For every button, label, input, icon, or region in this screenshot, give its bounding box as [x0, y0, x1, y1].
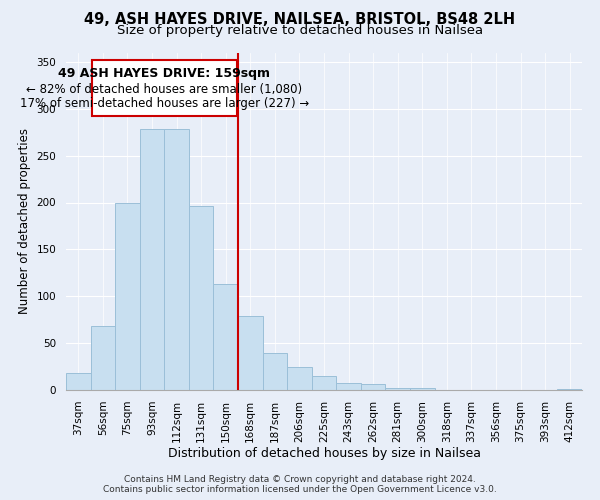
Bar [189, 206, 214, 390]
X-axis label: Distribution of detached houses by size in Nailsea: Distribution of detached houses by size … [167, 448, 481, 460]
Bar [410, 388, 434, 390]
Bar [557, 389, 582, 390]
Bar [115, 202, 140, 390]
Bar [287, 366, 312, 390]
Y-axis label: Number of detached properties: Number of detached properties [18, 128, 31, 314]
Text: 49 ASH HAYES DRIVE: 159sqm: 49 ASH HAYES DRIVE: 159sqm [58, 68, 270, 80]
Text: 49, ASH HAYES DRIVE, NAILSEA, BRISTOL, BS48 2LH: 49, ASH HAYES DRIVE, NAILSEA, BRISTOL, B… [85, 12, 515, 28]
Bar [336, 382, 361, 390]
Bar [140, 130, 164, 390]
Bar [312, 376, 336, 390]
Text: ← 82% of detached houses are smaller (1,080): ← 82% of detached houses are smaller (1,… [26, 84, 302, 96]
Bar [214, 284, 238, 390]
Bar [238, 316, 263, 390]
FancyBboxPatch shape [92, 60, 237, 116]
Bar [91, 326, 115, 390]
Text: 17% of semi-detached houses are larger (227) →: 17% of semi-detached houses are larger (… [20, 98, 309, 110]
Bar [66, 373, 91, 390]
Bar [361, 384, 385, 390]
Text: Contains HM Land Registry data © Crown copyright and database right 2024.
Contai: Contains HM Land Registry data © Crown c… [103, 474, 497, 494]
Bar [385, 388, 410, 390]
Bar [263, 352, 287, 390]
Bar [164, 130, 189, 390]
Text: Size of property relative to detached houses in Nailsea: Size of property relative to detached ho… [117, 24, 483, 37]
